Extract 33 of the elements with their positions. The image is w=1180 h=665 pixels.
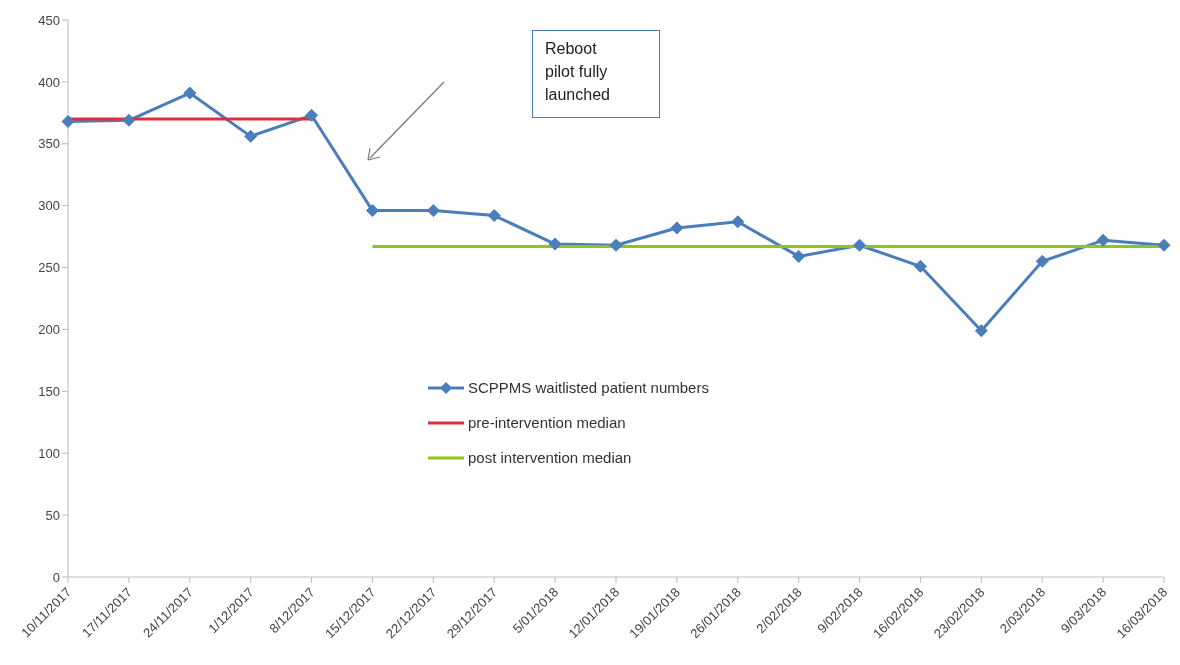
point [670, 221, 684, 235]
point [244, 129, 258, 143]
y-tick-label: 300 [38, 198, 60, 214]
note-box: Reboot pilot fully launched [532, 30, 660, 118]
point [1096, 233, 1110, 247]
point [609, 238, 623, 252]
y-tick-label: 250 [38, 260, 60, 276]
point [61, 115, 75, 128]
point [913, 259, 927, 273]
point [122, 113, 136, 127]
y-tick-label: 350 [38, 136, 60, 152]
y-tick-label: 0 [52, 569, 60, 585]
point [183, 86, 197, 100]
point [974, 324, 988, 338]
legend-label: SCPPMS waitlisted patient numbers [468, 379, 709, 396]
point [365, 204, 379, 218]
point [426, 204, 440, 218]
y-tick-label: 150 [38, 383, 60, 399]
point [548, 237, 562, 251]
point [1157, 238, 1171, 252]
point [1035, 254, 1049, 268]
legend-label: post intervention median [468, 449, 632, 466]
point [853, 238, 867, 252]
point [792, 249, 806, 263]
point [305, 108, 319, 122]
legend-label: pre-intervention median [468, 414, 626, 431]
y-tick-label: 100 [38, 445, 60, 461]
point [487, 209, 501, 223]
point [731, 215, 745, 229]
y-tick-label: 400 [38, 74, 60, 90]
y-tick-label: 200 [38, 322, 60, 338]
y-tick-label: 50 [45, 507, 60, 523]
y-tick-label: 450 [38, 12, 60, 28]
